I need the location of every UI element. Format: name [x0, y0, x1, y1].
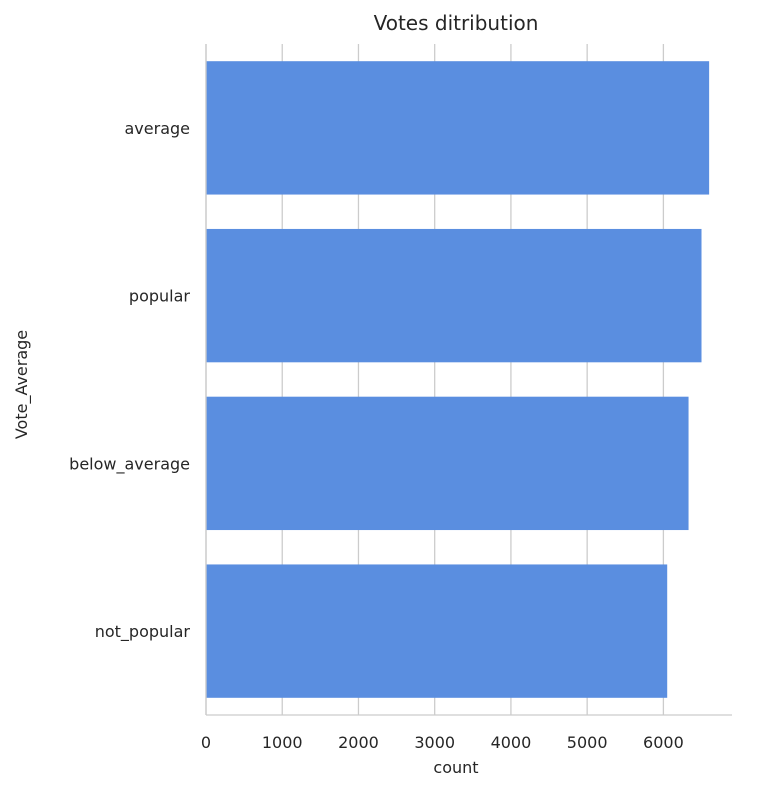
x-tick-label-4: 4000 [491, 733, 532, 752]
x-tick-label-3: 3000 [414, 733, 455, 752]
chart-title: Votes ditribution [374, 11, 539, 35]
x-tick-label-2: 2000 [338, 733, 379, 752]
y-category-label-1: popular [129, 287, 190, 306]
y-axis-label: Vote_Average [12, 330, 32, 439]
bar-popular [206, 228, 702, 363]
y-category-label-3: not_popular [95, 622, 191, 642]
y-category-label-2: below_average [69, 454, 190, 474]
x-tick-label-6: 6000 [643, 733, 684, 752]
bar-below_average [206, 396, 689, 531]
y-category-labels: average popular below_average not_popular [69, 119, 190, 642]
y-category-label-0: average [125, 119, 191, 138]
x-tick-labels: 0 1000 2000 3000 4000 5000 6000 [201, 733, 684, 752]
bar-average [206, 61, 710, 195]
x-axis-label: count [433, 758, 478, 777]
x-tick-label-1: 1000 [262, 733, 303, 752]
x-tick-label-5: 5000 [567, 733, 608, 752]
x-tick-label-0: 0 [201, 733, 211, 752]
bars [206, 61, 710, 698]
bar-not_popular [206, 564, 668, 698]
